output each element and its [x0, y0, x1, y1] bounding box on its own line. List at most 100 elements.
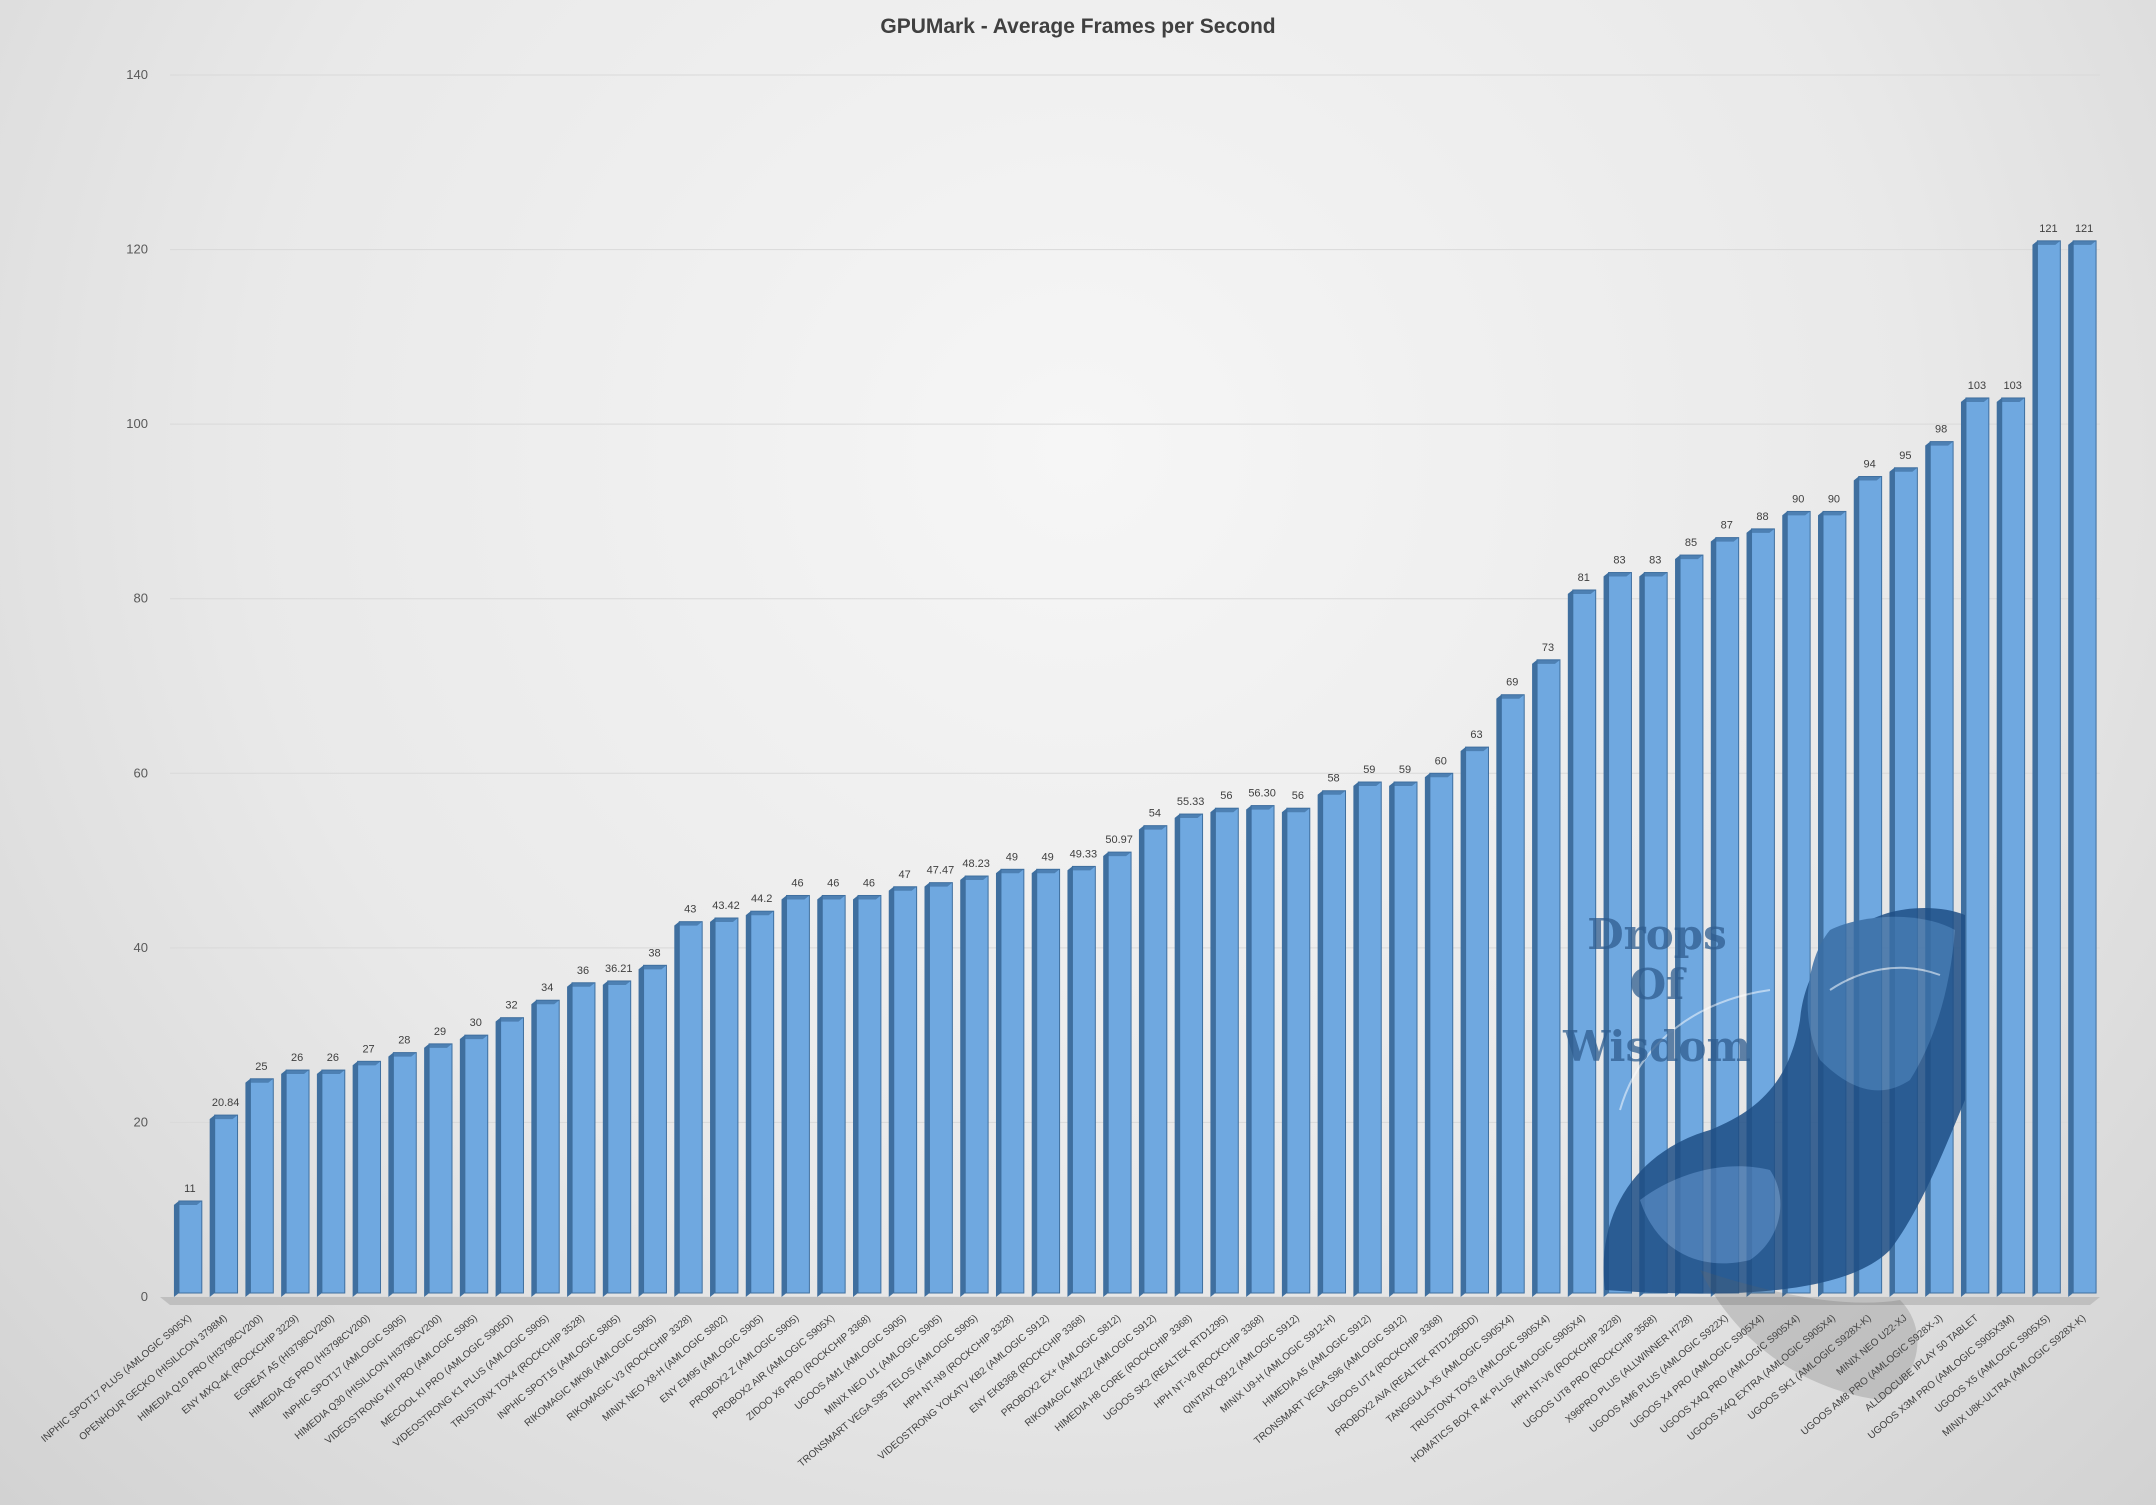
data-label: 56 [1292, 790, 1304, 802]
bar-top [1103, 852, 1132, 857]
bar-face [285, 1069, 310, 1294]
bar [1603, 572, 1632, 1297]
bar-side [2068, 240, 2074, 1297]
bar-side [567, 982, 573, 1297]
bar [1210, 807, 1239, 1297]
data-label: 73 [1542, 642, 1554, 654]
bar [1532, 659, 1561, 1297]
bar-top [1710, 537, 1739, 542]
bar-side [459, 1035, 465, 1297]
bar-face [607, 980, 632, 1294]
bar-top [924, 882, 953, 887]
bar-top [1889, 467, 1918, 472]
bar-side [316, 1070, 322, 1297]
bar [2032, 240, 2061, 1297]
data-label: 69 [1506, 677, 1518, 689]
bar-side [1567, 589, 1573, 1297]
bar-side [1639, 572, 1645, 1297]
bar-face [643, 964, 667, 1294]
data-label: 46 [863, 877, 875, 889]
bar [710, 917, 739, 1297]
bar-side [1710, 537, 1716, 1297]
bar-side [1746, 528, 1752, 1297]
bar-side [1424, 773, 1430, 1297]
x-tick-label: OPENHOUR GECKO (HISILICON 3798M) [77, 1313, 229, 1443]
bar-face [928, 882, 953, 1294]
data-label: 28 [398, 1035, 410, 1047]
bar-top [781, 895, 810, 900]
bar [316, 1069, 346, 1297]
bar-face [1250, 805, 1275, 1294]
bar [1710, 537, 1740, 1297]
data-label: 49 [1042, 851, 1054, 863]
data-label: 63 [1470, 729, 1482, 741]
bar-face [2001, 397, 2026, 1294]
data-label: 121 [2075, 223, 2093, 235]
bar-top [1317, 790, 1346, 795]
bar [1424, 772, 1454, 1297]
bar-side [853, 895, 859, 1297]
bar-top [459, 1035, 488, 1040]
bar [424, 1043, 453, 1297]
bar [1675, 554, 1704, 1297]
bar [1174, 813, 1204, 1297]
bar-top [2032, 240, 2061, 245]
bar [173, 1200, 203, 1297]
data-label: 103 [1968, 380, 1986, 392]
bar [352, 1060, 382, 1297]
x-tick-label: VIDEOSTRONG YOKATV KB2 (AMLOGIC S912) [876, 1313, 1051, 1463]
bar [1067, 865, 1096, 1297]
bar-side [638, 965, 644, 1297]
y-tick-label: 60 [134, 765, 148, 780]
bar-top [209, 1115, 238, 1120]
bar-face [1429, 772, 1454, 1294]
bar-face [1536, 659, 1561, 1294]
bar [960, 875, 989, 1297]
bar-top [1782, 511, 1811, 516]
bar-side [1103, 852, 1109, 1297]
bar-top [1246, 805, 1275, 810]
bar-face [464, 1034, 489, 1294]
bar-side [674, 921, 680, 1297]
bar-face [1357, 781, 1382, 1294]
watermark-line-3: Wisdom [1562, 1022, 1751, 1071]
data-label: 103 [2003, 380, 2021, 392]
bar-top [745, 911, 774, 916]
bar-side [888, 886, 894, 1297]
bar-top [853, 895, 881, 900]
bar-top [817, 895, 846, 900]
bar-side [424, 1043, 430, 1297]
data-label: 88 [1756, 511, 1768, 523]
y-tick-label: 120 [126, 242, 148, 257]
bar [1639, 572, 1668, 1297]
bar-top [567, 982, 595, 987]
chart-floor [160, 1297, 2100, 1305]
bar-top [1281, 808, 1310, 813]
data-label: 43.42 [712, 900, 740, 912]
data-label: 95 [1899, 450, 1911, 462]
x-tick-label: TANGGULA X5 (AMLOGIC S905X4) [1385, 1313, 1517, 1426]
bar-side [1603, 572, 1609, 1297]
bar-top [173, 1200, 202, 1205]
data-label: 90 [1828, 493, 1840, 505]
bar [1246, 805, 1275, 1297]
bar [1567, 589, 1597, 1297]
bar-side [1281, 808, 1287, 1297]
bar [1960, 397, 1990, 1297]
bar-top [1031, 869, 1060, 874]
bar-side [960, 876, 966, 1297]
data-label: 43 [684, 904, 696, 916]
bar-top [352, 1061, 381, 1066]
bar-side [495, 1017, 501, 1297]
y-tick-label: 100 [126, 416, 148, 431]
bar-face [1214, 807, 1239, 1294]
y-tick-label: 40 [134, 940, 148, 955]
bar-face [1107, 851, 1132, 1294]
bar-top [388, 1052, 417, 1057]
bar-side [1210, 808, 1216, 1297]
bar-face [357, 1060, 382, 1294]
bar [281, 1069, 310, 1297]
bar-face [2036, 240, 2061, 1294]
bar-face [1143, 825, 1168, 1294]
